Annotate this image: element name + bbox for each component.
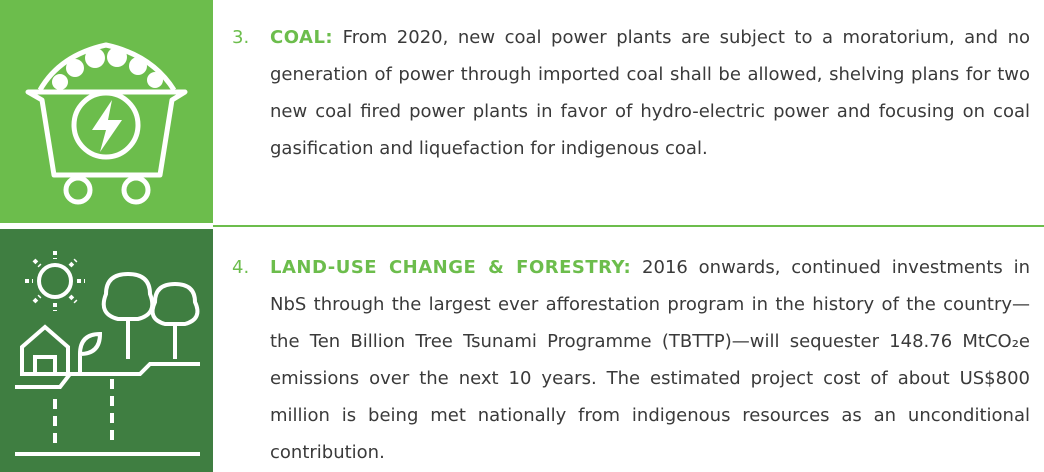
- item-label: COAL:: [270, 27, 334, 48]
- item-number: 4.: [232, 257, 250, 278]
- forestry-icon: [15, 251, 200, 456]
- separator: [213, 225, 1044, 227]
- forestry-panel: [0, 229, 213, 472]
- list-item: 3. COAL: From 2020, new coal power plants…: [232, 19, 1030, 167]
- item-text: From 2020, new coal power plants are sub…: [270, 27, 1030, 159]
- coal-icon: [25, 42, 188, 205]
- item-text: 2016 onwards, continued investments in N…: [270, 257, 1030, 463]
- list-item: 4. LAND-USE CHANGE & FORESTRY: 2016 onwar…: [232, 249, 1030, 471]
- item-number: 3.: [232, 27, 250, 48]
- item-label: LAND-USE CHANGE & FORESTRY:: [270, 257, 632, 278]
